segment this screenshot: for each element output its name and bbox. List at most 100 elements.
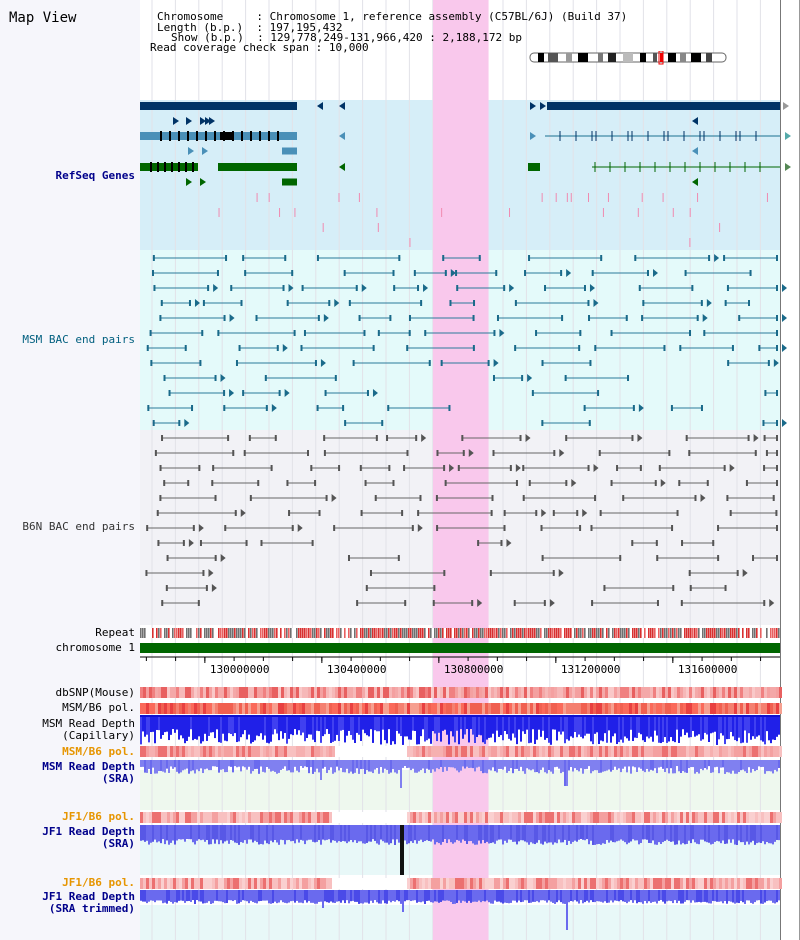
strand-arrow — [785, 132, 791, 140]
msm-sra-depth-bar — [764, 760, 766, 774]
msm-sra-depth-bar — [558, 760, 560, 769]
repeat-segment — [394, 628, 396, 638]
jf1-trim-depth-bar — [702, 890, 704, 902]
msm-sra-depth-bar — [722, 760, 724, 768]
jf1-sra-depth-bar — [606, 825, 608, 840]
jf1-trim-depth-bar — [596, 890, 598, 902]
exon — [178, 162, 180, 172]
msm-bac-end — [278, 390, 281, 396]
info-length: Length (b.p.) : 197,195,432 — [157, 21, 343, 34]
msm-cap-depth-bar — [272, 715, 274, 735]
jf1-trim-depth-bar — [160, 890, 162, 901]
msm-pol1-heat-cell — [290, 703, 293, 714]
jf1-trim-depth-bar — [250, 890, 252, 901]
jf1-sra-depth-bar — [516, 825, 518, 845]
dbsnp-heat-cell — [158, 687, 161, 698]
jf1-sra-depth-bar — [472, 825, 474, 844]
jf1-sra-depth-bar — [470, 825, 472, 842]
jf1-pol1-heat-cell — [242, 812, 245, 823]
jf1-sra-depth-bar — [292, 825, 294, 841]
jf1-trim-depth-bar — [478, 890, 480, 901]
jf1-pol2-heat-cell — [389, 878, 392, 889]
msm-pol2-heat-cell — [584, 746, 587, 757]
msm-sra-depth-bar — [332, 760, 334, 774]
jf1-sra-depth-bar — [184, 825, 186, 842]
msm-pol2-heat-cell — [596, 746, 599, 757]
msm-pol1-heat-cell — [407, 703, 410, 714]
msm-pol1-heat-cell — [281, 703, 284, 714]
b6n-bac-end — [775, 510, 778, 516]
msm-bac-end — [535, 330, 538, 336]
repeat-segment — [142, 628, 144, 638]
msm-pol1-heat-cell — [416, 703, 419, 714]
b6n-bac-end — [552, 510, 555, 516]
b6n-bac-end — [492, 450, 495, 456]
b6n-bac-end — [211, 480, 214, 486]
msm-pol1-heat-cell — [182, 703, 185, 714]
jf1-pol1-heat-cell — [557, 812, 560, 823]
jf1-trim-depth-bar — [394, 890, 396, 902]
jf1-trim-depth-bar — [488, 890, 490, 903]
jf1-pol1-heat-cell — [665, 812, 668, 823]
jf1-pol2-heat-cell — [623, 878, 626, 889]
repeat-segment — [684, 628, 686, 638]
msm-cap-depth-bar — [772, 715, 774, 740]
repeat-segment — [290, 628, 292, 638]
msm-sra-depth-bar — [678, 760, 680, 772]
b6n-bac-end — [291, 525, 294, 531]
jf1-pol1-heat-cell — [251, 812, 254, 823]
msm-cap-depth-bar — [174, 715, 176, 733]
msm-cap-depth-bar — [610, 715, 612, 743]
b6n-bac-end — [214, 555, 217, 561]
repeat-segment — [612, 628, 614, 638]
msm-bac-end — [342, 405, 345, 411]
jf1-sra-depth-bar — [384, 825, 386, 843]
jf1-pol2-heat-cell — [275, 878, 278, 889]
msm-pol2-heat-cell — [233, 746, 236, 757]
msm-pol2-heat-cell — [161, 746, 164, 757]
jf1-pol2-heat-cell — [740, 878, 743, 889]
repeat-segment — [388, 628, 390, 638]
repeat-segment — [238, 628, 240, 638]
jf1-sra-depth-bar — [144, 825, 146, 842]
chromosome-ideogram[interactable] — [528, 51, 730, 65]
jf1-pol1-heat-cell — [173, 812, 176, 823]
repeat-segment — [278, 628, 280, 638]
msm-pol2-heat-cell — [476, 746, 479, 757]
msm-bac-end — [627, 375, 630, 381]
dbsnp-heat-cell — [581, 687, 584, 698]
msm-sra-depth-bar — [640, 760, 642, 769]
jf1-pol2-heat-cell — [653, 878, 656, 889]
axis-tick-label: 131200000 — [560, 663, 621, 676]
jf1-trim-depth-bar — [774, 890, 776, 904]
jf1-pol2-heat-cell — [179, 878, 182, 889]
msm-sra-depth-bar — [594, 760, 596, 771]
msm-cap-depth-bar — [558, 715, 560, 732]
msm-sra-depth-bar — [454, 760, 456, 769]
msm-pol2-heat-cell — [290, 746, 293, 757]
jf1-trim-depth-bar — [276, 890, 278, 904]
msm-sra-depth-bar — [284, 760, 286, 767]
msm-cap-depth-bar — [424, 715, 426, 742]
msm-sra-depth-bar — [590, 760, 592, 774]
dbsnp-heat-cell — [584, 687, 587, 698]
jf1-trim-depth-bar — [404, 890, 406, 902]
b6n-bac-end — [772, 495, 775, 501]
jf1-pol1-heat-cell — [710, 812, 713, 823]
msm-pol2-heat-cell — [188, 746, 191, 757]
msm-pol2-heat-cell — [527, 746, 530, 757]
jf1-pol1-heat-cell — [512, 812, 515, 823]
msm-pol1-heat-cell — [554, 703, 557, 714]
jf1-pol1-heat-cell — [263, 812, 266, 823]
dbsnp-heat-cell — [332, 687, 335, 698]
msm-cap-depth-bar — [730, 715, 732, 732]
repeat-segment — [330, 628, 332, 638]
jf1-sra-depth-bar — [652, 825, 654, 841]
msm-cap-depth-bar — [380, 715, 382, 745]
dbsnp-heat-cell — [254, 687, 257, 698]
b6n-bac-end — [443, 570, 446, 576]
repeat-segment — [608, 628, 610, 638]
jf1-sra-depth-bar — [538, 825, 540, 841]
jf1-trim-depth-bar — [410, 890, 412, 902]
